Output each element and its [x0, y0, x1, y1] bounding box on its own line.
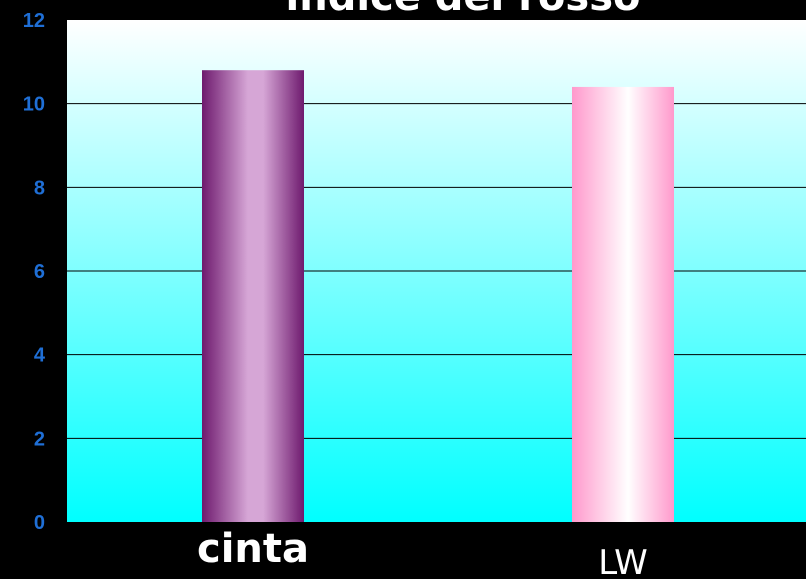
y-tick-label: 10	[23, 94, 45, 116]
y-tick-label: 2	[34, 428, 45, 450]
bar-lw	[572, 86, 674, 522]
bar-cinta	[202, 70, 304, 522]
y-axis-ticks: 0 2 4 6 8 10 12	[23, 10, 46, 534]
x-category-label: cinta	[197, 526, 309, 572]
y-tick-label: 0	[34, 512, 45, 534]
y-tick-label: 6	[34, 261, 45, 283]
y-tick-label: 8	[34, 177, 45, 199]
y-tick-label: 4	[34, 345, 46, 367]
y-tick-label: 12	[23, 10, 45, 32]
bars	[202, 70, 674, 522]
x-category-label: LW	[598, 543, 647, 579]
chart-title: indice del rosso	[286, 0, 641, 20]
x-axis-labels: cinta LW	[197, 526, 648, 579]
gridlines	[67, 103, 806, 439]
